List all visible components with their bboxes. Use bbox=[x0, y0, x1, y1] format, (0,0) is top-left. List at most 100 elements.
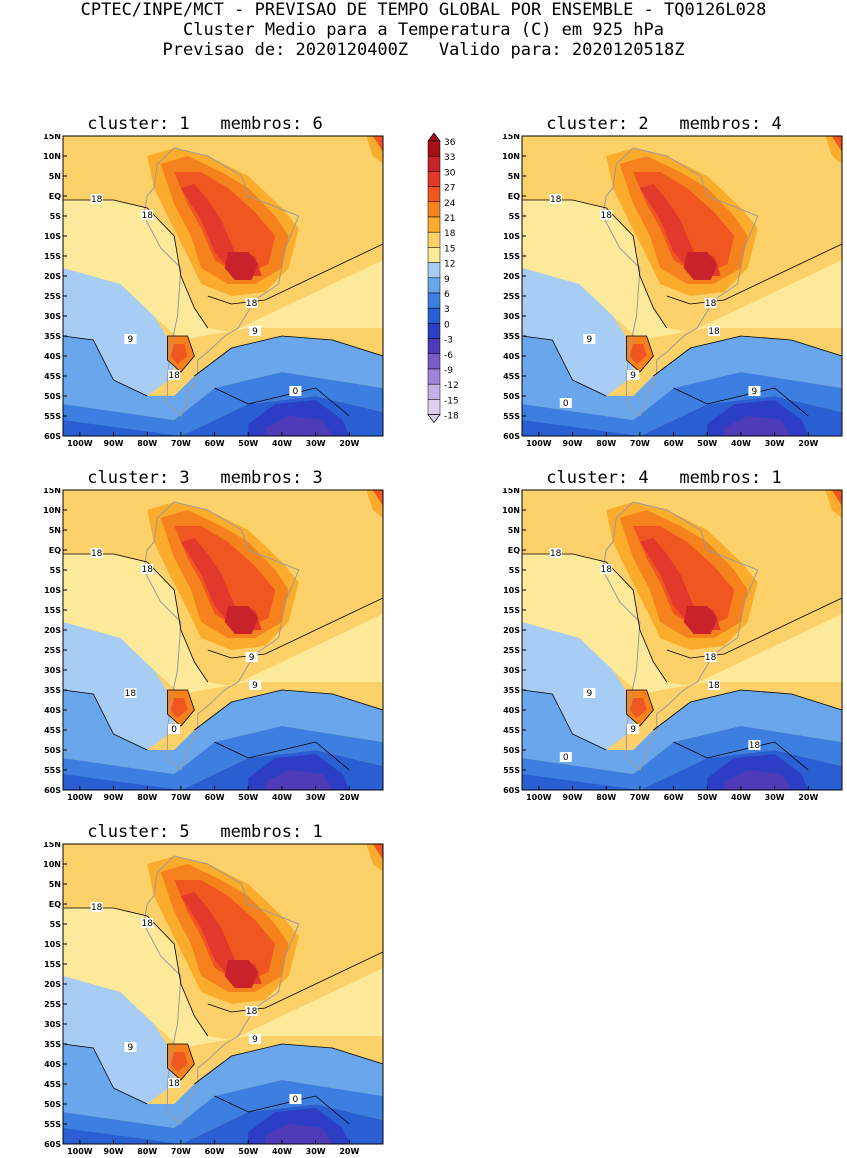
colorbar-label: 0 bbox=[444, 320, 450, 330]
contour-label-box bbox=[245, 298, 258, 308]
temperature-band bbox=[224, 606, 259, 634]
contour-label-box bbox=[549, 548, 562, 558]
lat-label: 10N bbox=[502, 152, 520, 161]
contour-label: 18 bbox=[550, 195, 562, 205]
lon-label: 70W bbox=[171, 439, 191, 448]
temperature-band bbox=[180, 892, 262, 984]
contour-label: 18 bbox=[141, 919, 153, 929]
lat-label: 10N bbox=[43, 152, 61, 161]
contour-label-box bbox=[249, 326, 261, 336]
temperature-band bbox=[63, 622, 175, 750]
contour-label: 18 bbox=[246, 1007, 258, 1017]
contour-label-box bbox=[90, 194, 103, 204]
lon-label: 30W bbox=[306, 439, 326, 448]
lon-label: 90W bbox=[563, 793, 583, 802]
temperature-band bbox=[170, 1052, 188, 1072]
colorbar-swatch bbox=[427, 171, 441, 187]
lat-label: 25S bbox=[503, 292, 520, 301]
temperature-band bbox=[683, 252, 718, 280]
lon-label: 60W bbox=[664, 439, 684, 448]
contour-label: 18 bbox=[708, 327, 720, 337]
contour-label: 18 bbox=[749, 741, 761, 751]
contour-label-box bbox=[748, 740, 761, 750]
colorbar-swatch bbox=[427, 277, 441, 294]
contour-label: 9 bbox=[587, 689, 593, 699]
lon-label: 100W bbox=[526, 793, 552, 802]
lat-label: 25S bbox=[44, 646, 61, 655]
contour-label-box bbox=[245, 652, 258, 662]
lat-label: 50S bbox=[44, 746, 61, 755]
contour-line bbox=[673, 741, 809, 771]
lon-label: 90W bbox=[104, 793, 124, 802]
temperature-map: 18 18 18 9 9 18 0 15N 10N 5N EQ 5S 10S 15S 20S 25S 30S 35… bbox=[43, 134, 384, 448]
lon-label: 50W bbox=[238, 793, 258, 802]
colorbar-swatch bbox=[427, 186, 441, 203]
temperature-band bbox=[724, 770, 792, 790]
contour-label-box bbox=[559, 752, 572, 762]
lat-label: 5S bbox=[50, 566, 62, 575]
contour-label: 0 bbox=[171, 725, 177, 735]
contour-label: 18 bbox=[168, 1079, 180, 1089]
contour-line bbox=[521, 335, 607, 397]
temperature-band bbox=[170, 344, 188, 364]
contour-label-box bbox=[704, 652, 717, 662]
lat-label: 30S bbox=[503, 312, 520, 321]
lat-label: 20S bbox=[44, 272, 61, 281]
lat-label: 60S bbox=[503, 432, 520, 441]
colorbar-label: 12 bbox=[444, 260, 455, 270]
lat-label: 15S bbox=[44, 606, 61, 615]
map-frame bbox=[521, 135, 843, 437]
coastline bbox=[143, 147, 300, 417]
contour-label: 0 bbox=[563, 753, 569, 763]
lat-label: 45S bbox=[503, 372, 520, 381]
lat-label: 60S bbox=[44, 432, 61, 441]
contour-label: 9 bbox=[252, 327, 258, 337]
map-panel-cluster-3: cluster: 3 membros: 3 18 18 9 18 9 0 15N 10N 5N E… bbox=[25, 468, 385, 802]
lon-label: 50W bbox=[697, 439, 717, 448]
map-panel-cluster-5: cluster: 5 membros: 1 18 18 18 9 9 18 0 15N 10N 5… bbox=[25, 822, 385, 1156]
lat-label: 10S bbox=[44, 940, 61, 949]
lat-label: 30S bbox=[44, 312, 61, 321]
temperature-band bbox=[683, 606, 718, 634]
colorbar-swatch bbox=[427, 338, 441, 355]
lat-label: 35S bbox=[44, 1040, 61, 1049]
temperature-band bbox=[522, 200, 842, 340]
contour-label: 18 bbox=[246, 299, 258, 309]
temperature-band bbox=[629, 344, 647, 364]
colorbar-swatch bbox=[427, 155, 441, 172]
temperature-band bbox=[522, 372, 842, 436]
temperature-band bbox=[224, 960, 259, 988]
contour-line bbox=[63, 199, 209, 329]
lat-label: EQ bbox=[49, 546, 61, 555]
contour-label-box bbox=[627, 724, 640, 734]
temperature-band bbox=[63, 726, 383, 790]
colorbar-label: 6 bbox=[444, 290, 450, 300]
colorbar-swatch bbox=[427, 262, 441, 279]
lat-label: 15N bbox=[43, 842, 61, 849]
lat-label: 40S bbox=[503, 706, 520, 715]
lon-label: 40W bbox=[272, 439, 292, 448]
temperature-band bbox=[639, 184, 721, 276]
temperature-band bbox=[724, 416, 792, 436]
contour-line bbox=[167, 335, 195, 373]
colorbar-label: 24 bbox=[444, 199, 456, 209]
temperature-band bbox=[372, 490, 383, 506]
temperature-band bbox=[180, 538, 262, 630]
colorbar-label: -12 bbox=[444, 381, 459, 391]
lat-label: 15S bbox=[503, 606, 520, 615]
temperature-band bbox=[63, 908, 383, 1048]
lat-label: 35S bbox=[44, 332, 61, 341]
lat-label: 30S bbox=[503, 666, 520, 675]
lon-label: 60W bbox=[205, 1147, 225, 1156]
contour-line bbox=[521, 689, 607, 751]
lon-label: 80W bbox=[137, 1147, 157, 1156]
lat-label: 35S bbox=[503, 686, 520, 695]
temperature-band bbox=[63, 200, 383, 340]
contour-label-box bbox=[549, 194, 562, 204]
contour-label: 18 bbox=[550, 549, 562, 559]
lat-label: 15S bbox=[44, 252, 61, 261]
lon-label: 70W bbox=[630, 439, 650, 448]
lat-label: 5N bbox=[49, 172, 61, 181]
lon-label: 50W bbox=[238, 439, 258, 448]
